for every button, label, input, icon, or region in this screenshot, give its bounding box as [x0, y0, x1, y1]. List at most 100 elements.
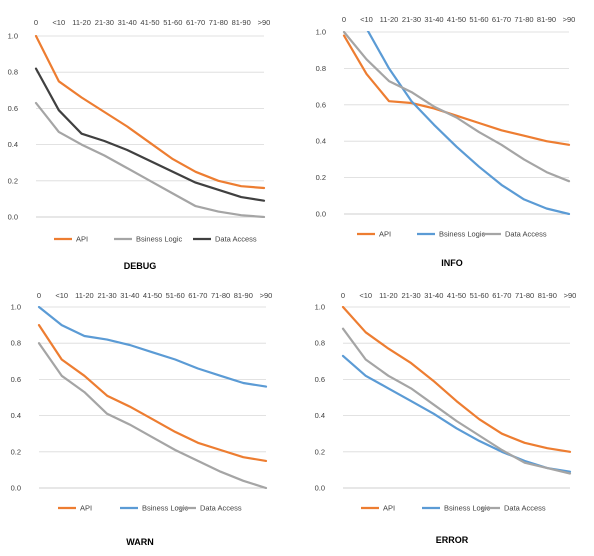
series-line-bsiness-logic	[366, 31, 571, 215]
legend-item-api: API	[58, 504, 92, 513]
legend-item-api: API	[361, 504, 395, 513]
legend-label: API	[379, 230, 391, 239]
legend-item-bsiness-logic: Bsiness Logic	[422, 504, 491, 513]
x-tick-label: 71-80	[211, 291, 230, 300]
legend-label: API	[80, 504, 92, 513]
y-tick-label: 0.8	[315, 339, 325, 348]
chart-warn: 0.0 0.2 0.4 0.6 0.8 1.0 0 <10 11-20 21-30 31-40 41-…	[11, 291, 273, 547]
legend-item-data-access: Data Access	[483, 230, 547, 239]
x-tick-label: 11-20	[379, 291, 398, 300]
x-tick-label: <10	[359, 291, 372, 300]
legend-label: API	[76, 235, 88, 244]
x-tick-label: >90	[564, 291, 577, 300]
x-tick-label: 31-40	[424, 291, 443, 300]
y-tick-label: 0.6	[315, 375, 325, 384]
x-tick-label: 41-50	[143, 291, 162, 300]
x-tick-label: 61-70	[188, 291, 207, 300]
chart-error: 0.0 0.2 0.4 0.6 0.8 1.0 0 <10 11-20 21-30 31-40 41-…	[315, 291, 577, 545]
y-tick-label: 0.4	[11, 411, 21, 420]
y-tick-label: 0.2	[11, 447, 21, 456]
x-tick-label: 51-60	[166, 291, 185, 300]
x-tick-label: 51-60	[163, 18, 182, 27]
legend-label: Bsiness Logic	[136, 235, 183, 244]
series-line-bsiness-logic	[341, 354, 572, 473]
y-tick-label: 0.8	[316, 64, 326, 73]
x-tick-label: 71-80	[515, 291, 534, 300]
x-tick-label: >90	[260, 291, 273, 300]
y-tick-label: 0.8	[8, 68, 18, 77]
x-tick-label: 61-70	[492, 291, 511, 300]
y-tick-label: 0.2	[8, 176, 18, 185]
series-line-bsiness-logic	[34, 101, 266, 218]
x-tick-label: 0	[37, 291, 41, 300]
legend-item-data-access: Data Access	[193, 235, 257, 244]
y-tick-label: 0.6	[11, 375, 21, 384]
x-tick-label: 61-70	[492, 15, 511, 24]
x-tick-label: 81-90	[538, 291, 557, 300]
x-tick-label: 11-20	[380, 15, 399, 24]
chart-title: DEBUG	[124, 261, 157, 271]
y-tick-label: 0.0	[8, 213, 18, 222]
chart-debug: 0.0 0.2 0.4 0.6 0.8 1.0 0 <10 11-20 21-30 31-40 41-…	[8, 18, 271, 271]
y-tick-label: 1.0	[315, 303, 325, 312]
y-tick-label: 0.6	[316, 100, 326, 109]
series-line-api	[341, 306, 572, 453]
legend-item-bsiness-logic: Bsiness Logic	[120, 504, 189, 513]
legend-item-bsiness-logic: Bsiness Logic	[417, 230, 486, 239]
x-tick-label: 21-30	[95, 18, 114, 27]
y-tick-label: 1.0	[316, 28, 326, 37]
legend-label: Bsiness Logic	[444, 504, 491, 513]
x-tick-label: 31-40	[120, 291, 139, 300]
legend-label: Bsiness Logic	[142, 504, 189, 513]
series-line-api	[34, 35, 266, 190]
series-line-api	[37, 324, 268, 462]
x-tick-label: 71-80	[209, 18, 228, 27]
x-tick-label: 81-90	[537, 15, 556, 24]
legend-label: Data Access	[200, 504, 242, 513]
y-tick-label: 0.4	[316, 137, 326, 146]
series-line-data-access	[341, 327, 572, 475]
y-tick-label: 0.0	[11, 484, 21, 493]
y-tick-label: 0.0	[315, 484, 325, 493]
x-tick-label: 41-50	[447, 15, 466, 24]
x-tick-label: 51-60	[469, 15, 488, 24]
x-tick-label: 51-60	[470, 291, 489, 300]
legend-label: Data Access	[215, 235, 257, 244]
x-tick-label: 61-70	[186, 18, 205, 27]
x-tick-label: 0	[34, 18, 38, 27]
y-tick-label: 0.0	[316, 210, 326, 219]
legend-item-api: API	[54, 235, 88, 244]
x-tick-label: 81-90	[234, 291, 253, 300]
x-tick-label: 0	[342, 15, 346, 24]
legend-label: Bsiness Logic	[439, 230, 486, 239]
legend-label: Data Access	[504, 504, 546, 513]
y-tick-label: 0.2	[316, 173, 326, 182]
x-tick-label: 41-50	[447, 291, 466, 300]
legend-label: Data Access	[505, 230, 547, 239]
legend-item-data-access: Data Access	[482, 504, 546, 513]
x-tick-label: 11-20	[72, 18, 91, 27]
y-tick-label: 0.6	[8, 104, 18, 113]
legend-item-api: API	[357, 230, 391, 239]
series-line-data-access	[37, 342, 268, 489]
x-tick-label: 21-30	[402, 15, 421, 24]
x-tick-label: 21-30	[98, 291, 117, 300]
legend-item-data-access: Data Access	[178, 504, 242, 513]
x-tick-label: 71-80	[514, 15, 533, 24]
series-line-data-access	[342, 31, 571, 183]
x-tick-label: >90	[258, 18, 271, 27]
x-tick-label: >90	[563, 15, 576, 24]
x-tick-label: 31-40	[118, 18, 137, 27]
chart-title: ERROR	[436, 535, 469, 545]
y-tick-label: 0.8	[11, 339, 21, 348]
chart-title: WARN	[126, 537, 154, 547]
x-tick-label: 41-50	[140, 18, 159, 27]
y-tick-label: 1.0	[11, 303, 21, 312]
y-tick-label: 0.2	[315, 447, 325, 456]
chart-title: INFO	[441, 258, 463, 268]
x-tick-label: 21-30	[402, 291, 421, 300]
legend-item-bsiness-logic: Bsiness Logic	[114, 235, 183, 244]
y-tick-label: 0.4	[8, 140, 18, 149]
legend-label: API	[383, 504, 395, 513]
